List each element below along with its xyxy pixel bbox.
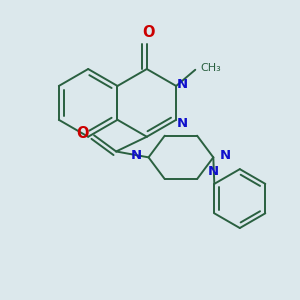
Text: N: N	[131, 149, 142, 162]
Text: CH₃: CH₃	[201, 63, 221, 73]
Text: N: N	[207, 165, 218, 178]
Text: N: N	[177, 78, 188, 91]
Text: O: O	[142, 25, 155, 40]
Text: N: N	[220, 149, 231, 162]
Text: N: N	[177, 117, 188, 130]
Text: O: O	[76, 126, 89, 141]
